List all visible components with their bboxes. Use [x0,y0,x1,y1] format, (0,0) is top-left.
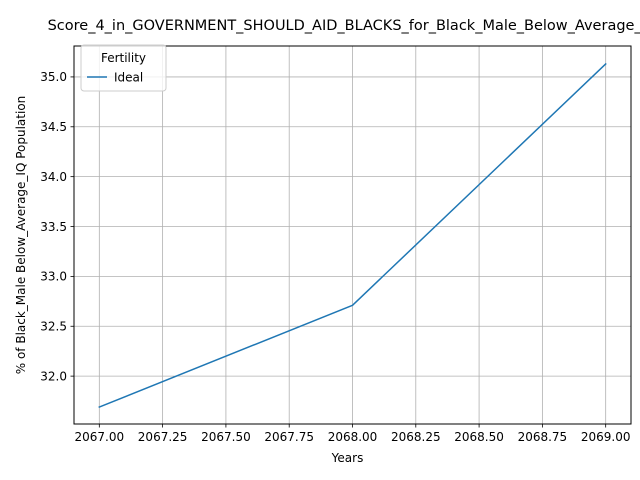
legend-box [80,44,167,92]
y-tick-label: 35.0 [40,70,67,84]
x-tick-label: 2067.00 [75,430,125,444]
y-tick-label: 34.5 [40,120,67,134]
x-tick-label: 2067.75 [264,430,314,444]
x-tick-label: 2069.00 [581,430,631,444]
legend: Fertility Ideal [80,44,167,92]
y-tick-label: 32.5 [40,320,67,334]
x-tick-label: 2067.50 [201,430,251,444]
legend-title: Fertility [101,51,146,65]
y-axis: 32.0 32.5 33.0 33.5 34.0 34.5 35.0 [40,70,74,383]
x-axis-label: Years [331,451,364,465]
series-lines [98,62,607,409]
y-axis-label: % of Black_Male Below_Average_IQ Populat… [14,96,28,375]
y-tick-label: 33.0 [40,270,67,284]
chart-title: Score_4_in_GOVERNMENT_SHOULD_AID_BLACKS_… [48,18,640,34]
x-tick-label: 2067.25 [138,430,188,444]
x-axis: 2067.00 2067.25 2067.50 2067.75 2068.00 2068.… [75,424,631,444]
grid-lines [74,46,631,424]
legend-label-ideal: Ideal [114,71,143,85]
x-tick-label: 2068.00 [328,430,378,444]
x-tick-label: 2068.25 [391,430,441,444]
y-tick-label: 34.0 [40,170,67,184]
y-tick-label: 32.0 [40,369,67,383]
series-line-ideal [98,62,607,409]
x-tick-label: 2068.75 [518,430,568,444]
y-tick-label: 33.5 [40,220,67,234]
x-tick-label: 2068.50 [454,430,504,444]
